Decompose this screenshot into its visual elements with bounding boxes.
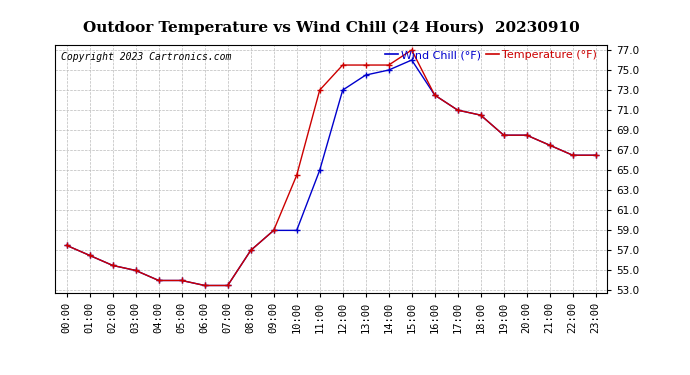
Text: Copyright 2023 Cartronics.com: Copyright 2023 Cartronics.com bbox=[61, 53, 231, 62]
Legend: Wind Chill (°F), Temperature (°F): Wind Chill (°F), Temperature (°F) bbox=[380, 46, 602, 64]
Text: Outdoor Temperature vs Wind Chill (24 Hours)  20230910: Outdoor Temperature vs Wind Chill (24 Ho… bbox=[83, 21, 580, 35]
